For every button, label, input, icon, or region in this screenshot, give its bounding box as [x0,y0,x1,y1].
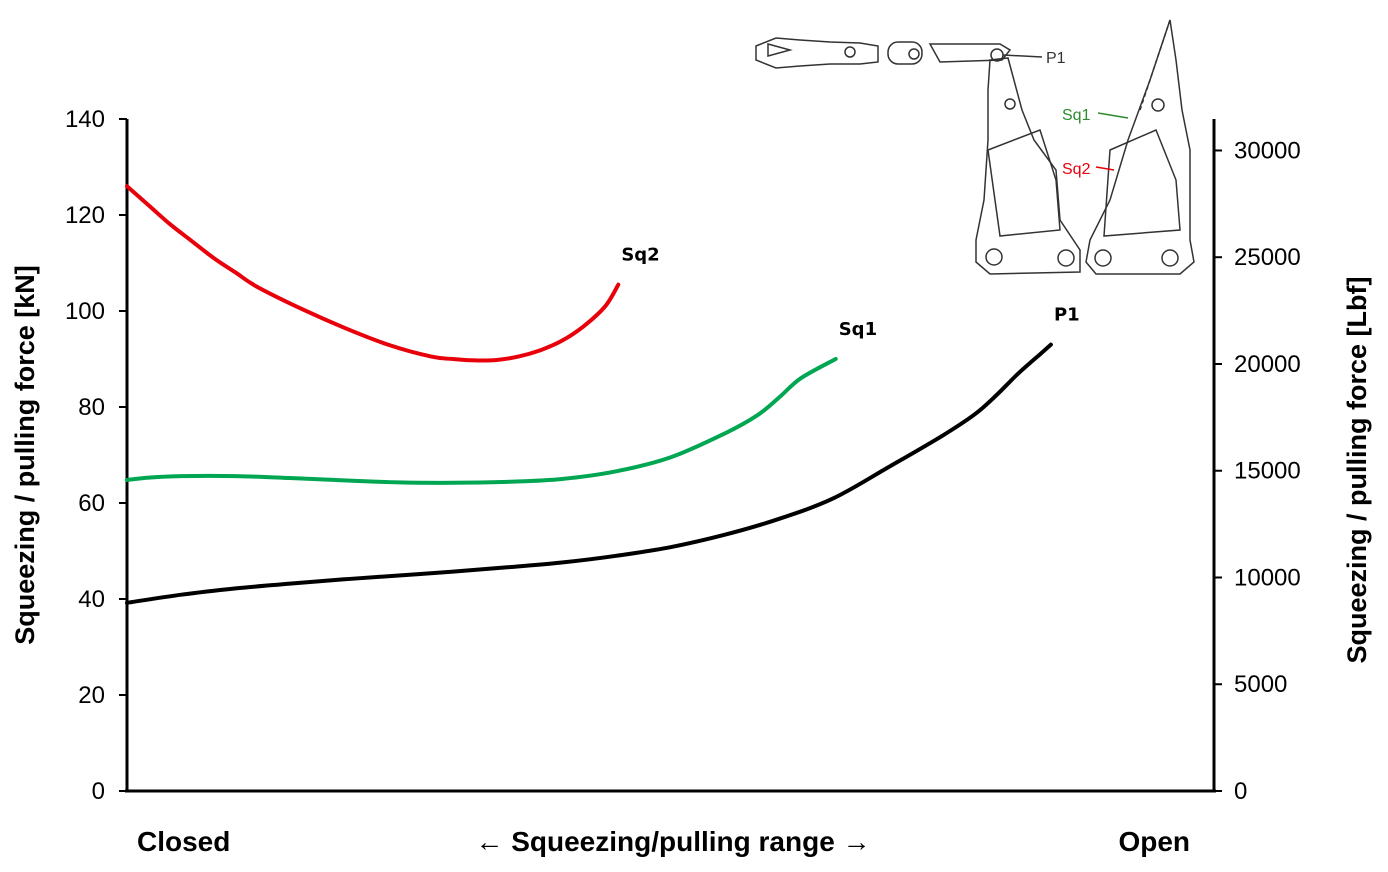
left-y-tick-label: 20 [78,682,105,709]
series-line-sq2 [125,184,621,363]
right-y-tick-label: 15000 [1234,458,1301,485]
x-axis-right-label: Open [1118,826,1190,857]
series-label-sq2: Sq2 [621,245,659,266]
series-line-p1 [125,342,1053,605]
x-axis-left-label: Closed [137,826,230,857]
right-jaw-shape [1085,19,1195,275]
inset-label-sq1: Sq1 [1062,107,1091,124]
right-y-axis-title: Squeezing / pulling force [Lbf] [1342,277,1372,664]
right-y-tick-label: 25000 [1234,244,1301,271]
inset-label-p1: P1 [1046,50,1066,67]
tool-inset-illustration [755,19,1195,275]
right-y-tick-label: 30000 [1234,137,1301,164]
left-y-ticks: 0 20 40 60 80 100 120 140 [65,106,127,805]
left-y-tick-label: 100 [65,298,105,325]
right-y-tick-label: 0 [1234,778,1247,805]
series-label-p1: P1 [1054,305,1080,326]
left-jaw-shape [975,57,1081,275]
left-y-axis-title: Squeezing / pulling force [kN] [10,265,40,645]
left-y-tick-label: 140 [65,106,105,133]
left-y-tick-label: 60 [78,490,105,517]
x-axis-title: ← Squeezing/pulling range → [475,826,870,857]
left-y-tick-label: 80 [78,394,105,421]
inset-label-sq2: Sq2 [1062,161,1091,178]
right-y-tick-label: 20000 [1234,351,1301,378]
series-label-sq1: Sq1 [839,319,877,340]
left-y-tick-label: 40 [78,586,105,613]
series-layer: Sq2 Sq1 P1 [125,184,1080,605]
series-line-sq1 [125,357,838,485]
right-y-ticks: 0 5000 10000 15000 20000 25000 30000 [1214,137,1301,805]
left-y-tick-label: 0 [92,778,105,805]
right-y-tick-label: 10000 [1234,564,1301,591]
pulling-attachment-shape [755,37,879,69]
right-y-tick-label: 5000 [1234,671,1287,698]
left-y-tick-label: 120 [65,202,105,229]
